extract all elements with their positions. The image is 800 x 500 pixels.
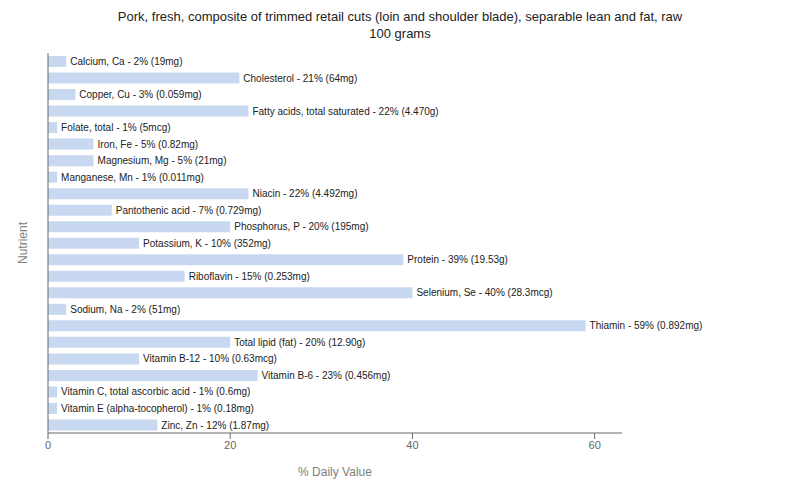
svg-text:Manganese, Mn - 1% (0.011mg): Manganese, Mn - 1% (0.011mg)	[61, 172, 204, 183]
svg-text:Vitamin B-12 - 10% (0.63mcg): Vitamin B-12 - 10% (0.63mcg)	[143, 353, 277, 364]
svg-text:Pantothenic acid - 7% (0.729mg: Pantothenic acid - 7% (0.729mg)	[116, 205, 262, 216]
svg-text:% Daily Value: % Daily Value	[298, 465, 372, 479]
svg-text:Phosphorus, P - 20% (195mg): Phosphorus, P - 20% (195mg)	[234, 221, 368, 232]
svg-text:Thiamin - 59% (0.892mg): Thiamin - 59% (0.892mg)	[590, 320, 703, 331]
svg-text:60: 60	[589, 439, 601, 451]
svg-text:40: 40	[406, 439, 418, 451]
svg-text:Riboflavin - 15% (0.253mg): Riboflavin - 15% (0.253mg)	[189, 271, 310, 282]
svg-text:Cholesterol - 21% (64mg): Cholesterol - 21% (64mg)	[243, 73, 357, 84]
svg-text:Fatty acids, total saturated -: Fatty acids, total saturated - 22% (4.47…	[252, 106, 438, 117]
svg-text:Vitamin C, total ascorbic acid: Vitamin C, total ascorbic acid - 1% (0.6…	[61, 386, 250, 397]
svg-text:Niacin - 22% (4.492mg): Niacin - 22% (4.492mg)	[252, 188, 357, 199]
svg-text:Nutrient: Nutrient	[16, 221, 30, 264]
svg-text:0: 0	[45, 439, 51, 451]
svg-text:20: 20	[224, 439, 236, 451]
html-text:Pork, fresh, composite of trim: Pork, fresh, composite of trimmed retail…	[117, 9, 683, 24]
svg-text:Copper, Cu - 3% (0.059mg): Copper, Cu - 3% (0.059mg)	[79, 89, 201, 100]
svg-text:Total lipid (fat) - 20% (12.90: Total lipid (fat) - 20% (12.90g)	[234, 337, 365, 348]
svg-text:Magnesium, Mg - 5% (21mg): Magnesium, Mg - 5% (21mg)	[98, 155, 227, 166]
svg-text:Iron, Fe - 5% (0.82mg): Iron, Fe - 5% (0.82mg)	[98, 139, 199, 150]
svg-text:Vitamin E (alpha-tocopherol) -: Vitamin E (alpha-tocopherol) - 1% (0.18m…	[61, 403, 254, 414]
html-text:100 grams: 100 grams	[369, 26, 431, 41]
svg-text:Zinc, Zn - 12% (1.87mg): Zinc, Zn - 12% (1.87mg)	[161, 420, 269, 431]
svg-text:Selenium, Se - 40% (28.3mcg): Selenium, Se - 40% (28.3mcg)	[416, 287, 552, 298]
svg-text:Calcium, Ca - 2% (19mg): Calcium, Ca - 2% (19mg)	[70, 56, 182, 67]
svg-text:Protein - 39% (19.53g): Protein - 39% (19.53g)	[407, 254, 508, 265]
svg-text:Sodium, Na - 2% (51mg): Sodium, Na - 2% (51mg)	[70, 304, 180, 315]
svg-text:Folate, total - 1% (5mcg): Folate, total - 1% (5mcg)	[61, 122, 170, 133]
svg-text:Vitamin B-6 - 23% (0.456mg): Vitamin B-6 - 23% (0.456mg)	[262, 370, 391, 381]
svg-text:Potassium, K - 10% (352mg): Potassium, K - 10% (352mg)	[143, 238, 271, 249]
